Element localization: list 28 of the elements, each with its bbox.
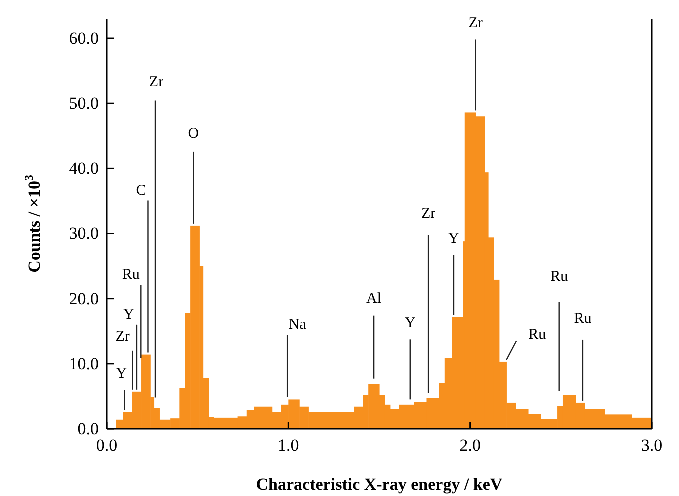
- x-tick-label: 1.0: [278, 436, 300, 456]
- y-tick-label: 40.0: [69, 159, 99, 178]
- y-tick-label: 50.0: [69, 94, 99, 114]
- annotation: Zr: [149, 74, 164, 91]
- y-tick-label: 10.0: [69, 354, 99, 374]
- annotation: Ru: [528, 326, 547, 343]
- annotation: Na: [288, 317, 307, 334]
- annotation: Ru: [550, 269, 569, 286]
- x-tick-label: 2.0: [460, 436, 481, 456]
- annotation: Ru: [122, 267, 140, 284]
- annotation: Al: [366, 290, 382, 307]
- annotation: Zr: [468, 16, 483, 32]
- x-axis-title: Characteristic X-ray energy / keV: [256, 475, 504, 494]
- y-tick-label: 30.0: [69, 224, 99, 244]
- annotation: Ru: [574, 310, 592, 327]
- annotation: Zr: [116, 328, 130, 345]
- y-tick-label: 20.0: [69, 289, 99, 308]
- annotation: O: [188, 126, 200, 142]
- y-tick-label: 60.0: [69, 28, 99, 48]
- annotation: Y: [404, 316, 416, 332]
- annotation: Y: [116, 366, 128, 382]
- x-tick-label: 0.0: [96, 436, 118, 456]
- annotation: Zr: [421, 206, 436, 222]
- annotation: Y: [448, 231, 460, 248]
- annotation: Y: [124, 306, 135, 323]
- y-tick-label: 0.0: [78, 419, 99, 438]
- x-tick-label: 3.0: [641, 436, 663, 456]
- annotation: C: [136, 182, 146, 199]
